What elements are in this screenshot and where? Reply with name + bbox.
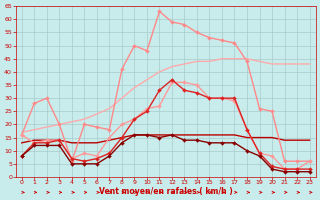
X-axis label: Vent moyen/en rafales ( km/h ): Vent moyen/en rafales ( km/h ) xyxy=(99,187,233,196)
